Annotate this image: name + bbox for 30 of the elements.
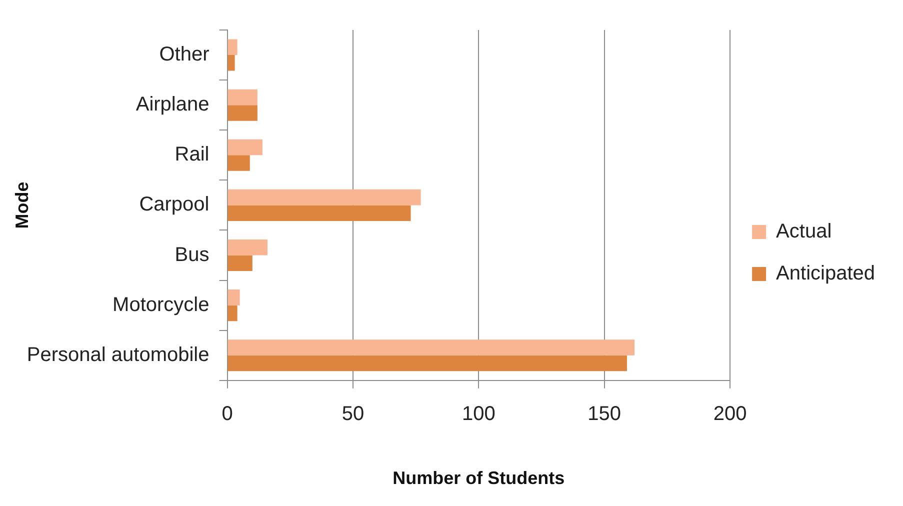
bar <box>228 139 262 156</box>
y-tick-label: Rail <box>174 144 210 166</box>
x-tick-label: 100 <box>462 402 496 425</box>
x-tick-label: 150 <box>588 402 622 425</box>
bar <box>228 105 258 121</box>
bar <box>228 305 238 322</box>
bar <box>228 205 411 221</box>
bar <box>228 239 268 256</box>
bar <box>228 340 635 356</box>
x-tick-label: 50 <box>342 402 364 425</box>
x-tick-label: 0 <box>222 402 233 425</box>
bar <box>228 355 627 372</box>
bar <box>228 89 258 106</box>
bar <box>228 255 252 272</box>
x-tick-label: 200 <box>713 402 747 425</box>
y-tick-label: Personal automobile <box>26 344 210 366</box>
bar <box>228 39 238 56</box>
x-axis-title: Number of Students <box>392 468 565 488</box>
y-axis-title: Mode <box>12 182 32 229</box>
legend-label: Actual <box>776 220 832 243</box>
y-tick-label: Other <box>159 44 210 66</box>
bar <box>228 189 421 206</box>
y-tick-label: Motorcycle <box>112 294 210 316</box>
y-tick-label: Airplane <box>136 94 210 116</box>
y-tick-label: Carpool <box>139 194 210 216</box>
bar <box>228 55 235 71</box>
bar <box>228 155 250 171</box>
y-tick-label: Bus <box>174 244 210 266</box>
legend-label: Anticipated <box>776 262 876 285</box>
bar <box>228 290 240 306</box>
